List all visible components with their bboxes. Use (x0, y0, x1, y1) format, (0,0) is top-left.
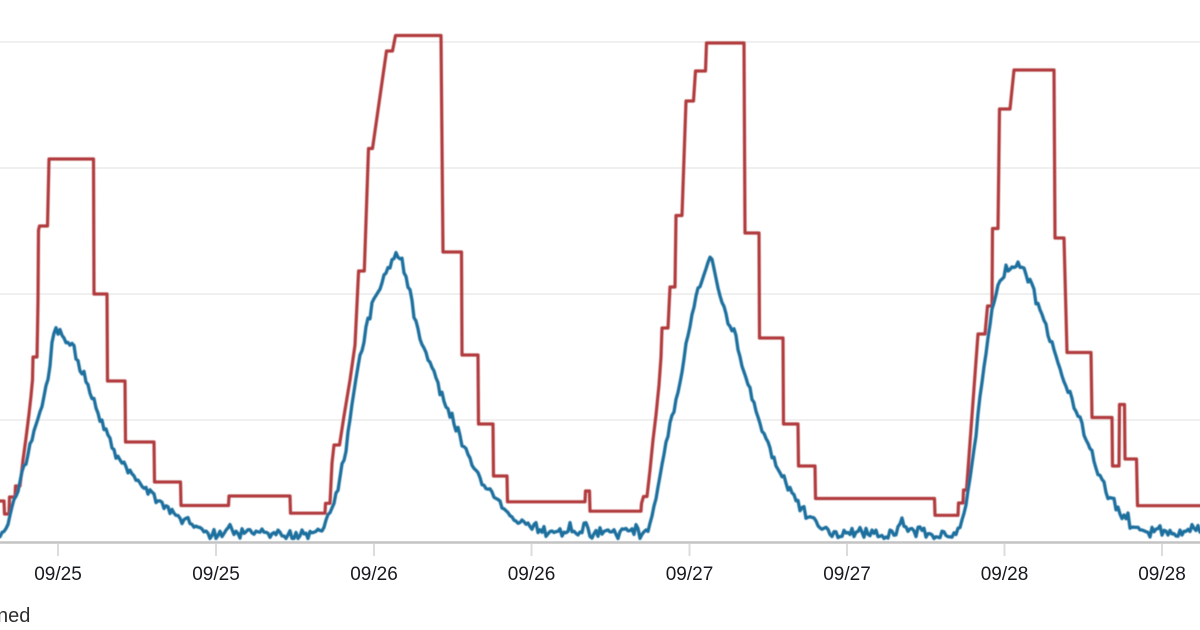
svg-text:09/27: 09/27 (823, 564, 871, 585)
svg-text:09/25: 09/25 (192, 564, 240, 585)
svg-text:09/25: 09/25 (34, 564, 82, 585)
svg-text:09/27: 09/27 (666, 564, 714, 585)
svg-text:ned: ned (0, 605, 30, 627)
svg-text:09/26: 09/26 (350, 564, 398, 585)
svg-text:09/28: 09/28 (1138, 564, 1186, 585)
svg-text:09/28: 09/28 (981, 564, 1029, 585)
svg-text:09/26: 09/26 (508, 564, 556, 585)
